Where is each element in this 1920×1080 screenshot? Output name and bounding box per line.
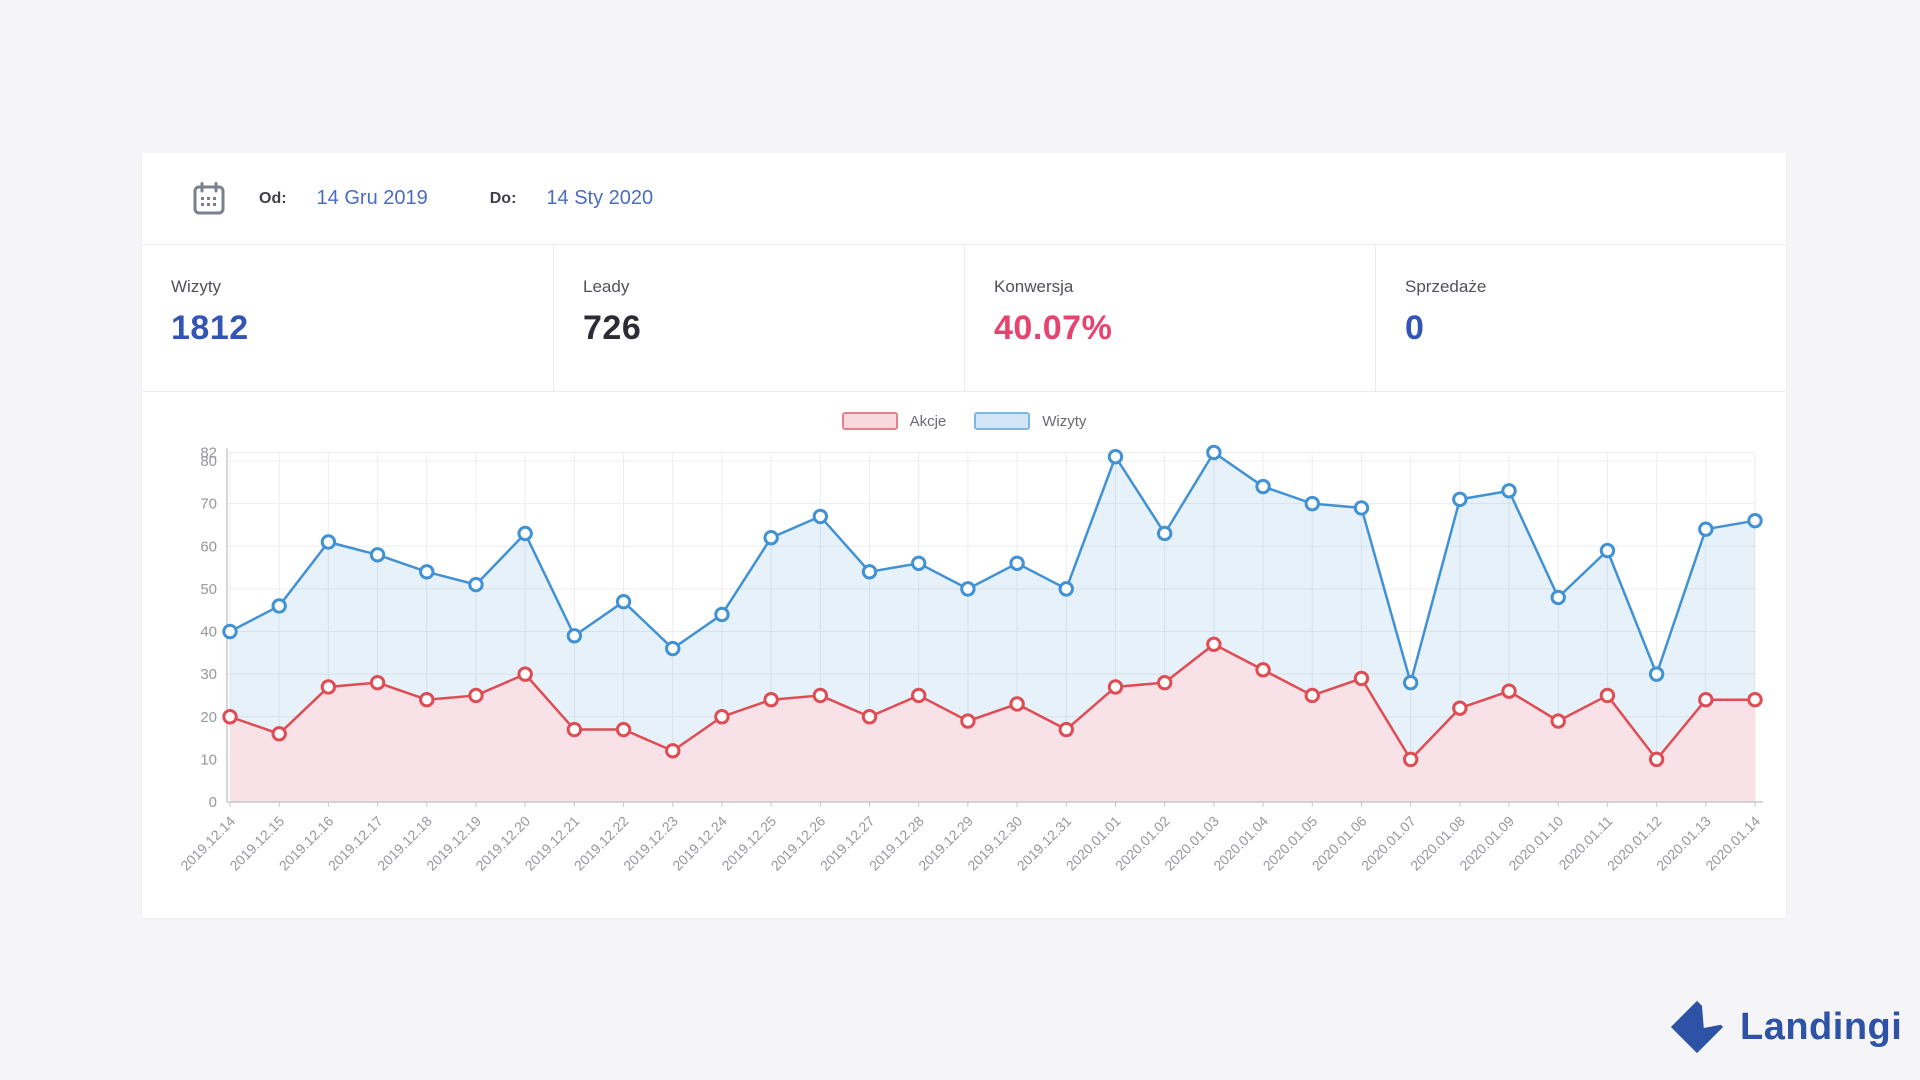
stat-value: 0 <box>1405 309 1425 347</box>
stat-label: Sprzedaże <box>1405 277 1487 296</box>
svg-text:60: 60 <box>200 538 217 555</box>
visits-actions-chart: Akcje Wizyty 0 10 20 30 40 50 60 70 80 82 2019.12.… <box>142 392 1786 918</box>
legend-label: Wizyty <box>1042 412 1087 430</box>
stat-label: Konwersja <box>994 277 1074 296</box>
svg-text:0: 0 <box>209 794 217 811</box>
svg-text:10: 10 <box>200 751 217 768</box>
date-to-label: Do: <box>489 189 517 207</box>
stat-value: 40.07% <box>994 309 1113 347</box>
landingi-logo-mark <box>1670 1000 1725 1054</box>
svg-text:50: 50 <box>200 581 217 598</box>
legend-swatch-wizyty <box>974 412 1031 430</box>
date-to-value[interactable]: 14 Sty 2020 <box>546 187 654 209</box>
stat-value: 726 <box>583 309 642 347</box>
svg-text:82: 82 <box>200 444 217 461</box>
chart-canvas: 01020304050607080822019.12.142019.12.152… <box>177 444 1763 873</box>
svg-text:30: 30 <box>200 666 217 683</box>
landingi-logo-text: Landingi <box>1740 1005 1903 1048</box>
date-from-label: Od: <box>259 189 287 207</box>
stat-card-wizyty: Wizyty 1812 <box>142 245 553 391</box>
date-filter-bar: Od: 14 Gru 2019 Do: 14 Sty 2020 <box>142 153 1786 245</box>
date-from-value[interactable]: 14 Gru 2019 <box>316 187 428 209</box>
stat-card-sprzedaze: Sprzedaże 0 <box>1375 245 1786 391</box>
chart-legend: Akcje Wizyty <box>142 412 1786 430</box>
svg-text:80: 80 <box>200 453 217 470</box>
stat-card-konwersja: Konwersja 40.07% <box>964 245 1375 391</box>
calendar-icon[interactable] <box>193 181 225 216</box>
legend-label: Akcje <box>909 412 947 430</box>
dashboard-card: Od: 14 Gru 2019 Do: 14 Sty 2020 Wizyty 1… <box>142 153 1786 918</box>
stats-row: Wizyty 1812 Leady 726 Konwersja 40.07% S… <box>142 245 1786 392</box>
stat-card-leady: Leady 726 <box>553 245 964 391</box>
stat-label: Wizyty <box>171 277 222 296</box>
stat-value: 1812 <box>171 309 249 347</box>
legend-item-wizyty[interactable]: Wizyty <box>974 412 1086 430</box>
svg-text:40: 40 <box>200 624 217 641</box>
svg-text:70: 70 <box>200 496 217 513</box>
legend-item-akcje[interactable]: Akcje <box>841 412 947 430</box>
landingi-logo: Landingi <box>1668 998 1902 1056</box>
legend-swatch-akcje <box>841 412 898 430</box>
svg-text:20: 20 <box>200 709 217 726</box>
stat-label: Leady <box>583 277 630 296</box>
